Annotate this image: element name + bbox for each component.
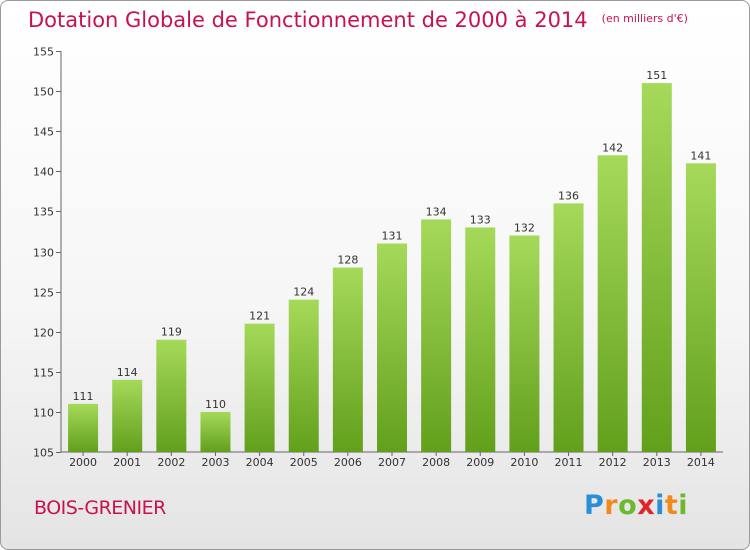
chart-labels: 111 114 119 110 121 124 128 131 134 133 132 136 142 1… [73, 69, 712, 411]
data-label: 119 [161, 326, 182, 339]
chart-unit-note: (en milliers d'€) [601, 12, 688, 25]
x-tick-label: 2004 [246, 456, 274, 469]
logo-letter: P [584, 490, 605, 521]
y-tick-label: 110 [33, 407, 54, 420]
data-label: 121 [249, 310, 270, 323]
logo-letter: o [618, 490, 638, 521]
x-tick-label: 2010 [510, 456, 538, 469]
proxiti-logo: Proxiti [584, 490, 688, 521]
bar [332, 267, 363, 452]
bar [112, 379, 143, 452]
data-label: 124 [293, 286, 314, 299]
data-label: 133 [470, 213, 491, 226]
bar [553, 203, 584, 452]
logo-letter: t [664, 490, 679, 521]
bar [288, 299, 319, 452]
bar [641, 83, 672, 452]
chart-bars [68, 83, 716, 452]
bar [597, 155, 628, 452]
y-tick-label: 155 [33, 46, 54, 59]
bar [156, 339, 187, 452]
bar [465, 227, 496, 452]
bar [509, 235, 540, 452]
logo-letter: i [655, 490, 665, 521]
y-tick-label: 120 [33, 327, 54, 340]
y-tick-label: 115 [33, 367, 54, 380]
data-label: 134 [426, 205, 447, 218]
logo-letter: r [604, 490, 619, 521]
logo-letter: i [678, 490, 689, 521]
chart-title: Dotation Globale de Fonctionnement de 20… [28, 8, 688, 32]
bar [685, 163, 716, 452]
logo-letter: x [637, 490, 656, 521]
x-tick-label: 2003 [201, 456, 229, 469]
y-tick-label: 135 [33, 206, 54, 219]
x-tick-label: 2007 [378, 456, 406, 469]
x-tick-label: 2013 [643, 456, 671, 469]
x-tick-label: 2008 [422, 456, 450, 469]
data-label: 136 [558, 189, 579, 202]
x-tick-label: 2000 [69, 456, 97, 469]
data-label: 114 [117, 366, 138, 379]
city-name: BOIS-GRENIER [34, 497, 166, 519]
chart-title-text: Dotation Globale de Fonctionnement de 20… [28, 8, 588, 32]
data-label: 151 [646, 69, 667, 82]
bar [421, 219, 452, 452]
bar [377, 243, 407, 452]
data-label: 141 [690, 149, 711, 162]
x-tick-label: 2011 [555, 456, 583, 469]
x-tick-label: 2006 [334, 456, 362, 469]
data-label: 110 [205, 398, 226, 411]
y-tick-label: 125 [33, 287, 54, 300]
bar [244, 323, 275, 452]
x-tick-label: 2001 [113, 456, 141, 469]
data-label: 132 [514, 221, 535, 234]
y-tick-label: 140 [33, 166, 54, 179]
x-tick-label: 2002 [157, 456, 185, 469]
data-label: 131 [382, 229, 403, 242]
x-tick-label: 2009 [466, 456, 494, 469]
x-tick-label: 2014 [687, 456, 715, 469]
data-label: 128 [337, 254, 358, 267]
y-tick-label: 145 [33, 126, 54, 139]
y-tick-label: 150 [33, 86, 54, 99]
y-tick-label: 105 [33, 447, 54, 460]
chart-axes: 105 110 115 120 125 130 135 140 145 150 155 2000 200… [33, 46, 723, 469]
y-tick-label: 130 [33, 247, 54, 260]
x-tick-label: 2012 [599, 456, 627, 469]
bar [68, 403, 99, 452]
data-label: 142 [602, 141, 623, 154]
x-tick-label: 2005 [290, 456, 318, 469]
bar [200, 411, 231, 452]
data-label: 111 [73, 390, 94, 403]
